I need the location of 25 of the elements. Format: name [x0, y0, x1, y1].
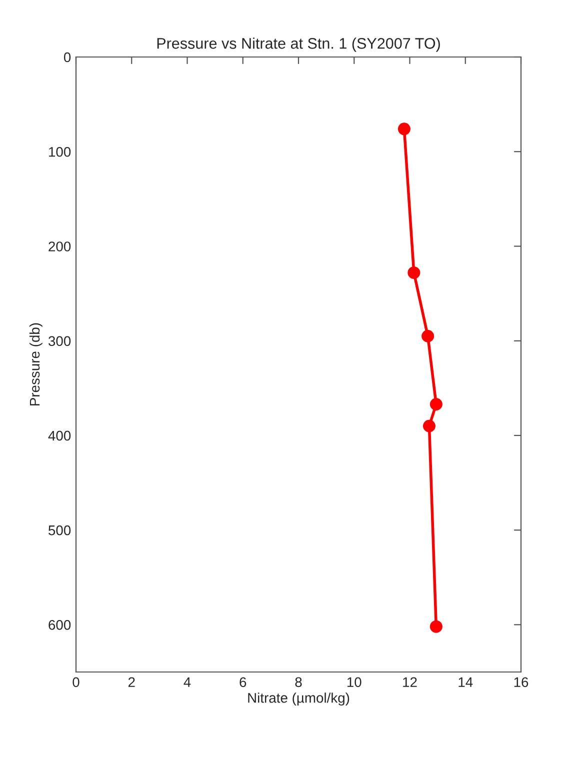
- y-tick-label: 500: [48, 525, 71, 536]
- point: [430, 620, 442, 633]
- y-tick-label: 100: [49, 146, 71, 157]
- x-tick-label: 8: [295, 677, 302, 688]
- x-tick-label: 14: [458, 677, 473, 687]
- y-tick-label: 0: [64, 52, 71, 62]
- y-tick-label: 600: [48, 620, 71, 630]
- x-tick-label: 10: [347, 677, 362, 688]
- x-axis-title: Nitrate (µmol/kg): [248, 692, 350, 706]
- y-tick-label: 400: [48, 430, 71, 441]
- x-tick-label: 6: [240, 677, 246, 688]
- y-tick-label: 200: [48, 242, 71, 252]
- y-tick-label: 300: [48, 336, 71, 346]
- point: [422, 420, 436, 432]
- point: [422, 330, 434, 342]
- point: [430, 398, 442, 410]
- x-tick-label: 0: [72, 677, 80, 688]
- x-tick-label: 2: [128, 677, 135, 687]
- x-tick-label: 12: [403, 677, 417, 687]
- x-tick-label: 4: [184, 677, 191, 687]
- chart-title: Pressure vs Nitrate at Stn. 1 (SY2007 TO): [157, 38, 440, 52]
- point: [398, 122, 410, 136]
- x-tick-label: 16: [514, 677, 528, 688]
- point: [408, 266, 420, 279]
- y-axis-title: Pressure (db): [29, 323, 42, 406]
